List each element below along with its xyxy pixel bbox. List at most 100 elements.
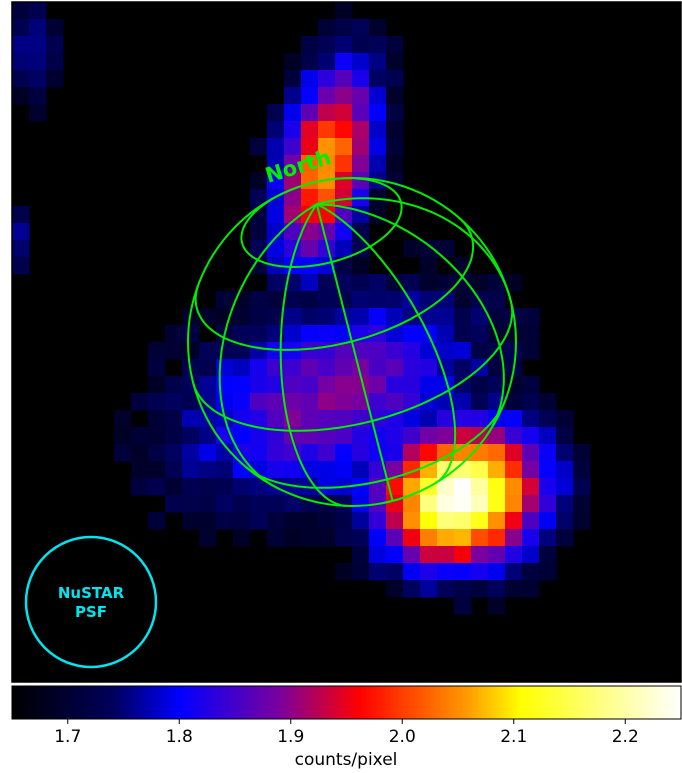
heatmap-pixel <box>556 461 574 479</box>
heatmap-pixel <box>522 529 540 547</box>
heatmap-pixel <box>488 308 506 326</box>
heatmap-pixel <box>301 325 319 343</box>
heatmap-pixel <box>233 478 251 496</box>
psf-label-line2: PSF <box>75 603 107 621</box>
heatmap-pixel <box>301 461 319 479</box>
heatmap-pixel <box>335 393 353 411</box>
heatmap-pixel <box>301 444 319 462</box>
globe-longitude-line <box>316 203 457 485</box>
globe-longitude-line <box>218 203 318 490</box>
heatmap-pixel <box>437 529 455 547</box>
heatmap-pixel <box>471 512 489 530</box>
heatmap-pixel <box>233 461 251 479</box>
heatmap-pixel <box>335 410 353 428</box>
heatmap-pixel <box>522 308 540 326</box>
heatmap-pixel <box>352 155 370 173</box>
heatmap-pixel <box>352 19 370 37</box>
colorbar-tick-label: 1.9 <box>277 727 304 747</box>
heatmap-pixel <box>284 87 302 105</box>
heatmap-pixel <box>301 342 319 360</box>
heatmap-pixel <box>335 240 353 258</box>
heatmap-pixel <box>369 104 387 122</box>
heatmap-pixel <box>284 121 302 139</box>
heatmap-pixel <box>46 53 64 71</box>
heatmap-pixel <box>165 325 183 343</box>
heatmap-pixel <box>318 155 336 173</box>
heatmap-pixel <box>199 393 217 411</box>
heatmap-pixel <box>505 529 523 547</box>
colorbar-tick-label: 2.2 <box>612 727 639 747</box>
heatmap-pixel <box>12 87 30 105</box>
heatmap-pixel <box>131 461 149 479</box>
heatmap-pixel <box>233 495 251 513</box>
heatmap-pixel <box>369 36 387 54</box>
heatmap-pixel <box>165 461 183 479</box>
heatmap-pixel <box>352 461 370 479</box>
heatmap-pixel <box>352 223 370 241</box>
heatmap-pixel <box>352 121 370 139</box>
heatmap-pixel <box>488 359 506 377</box>
heatmap-pixel <box>454 410 472 428</box>
heatmap-pixel <box>301 155 319 173</box>
heatmap-pixel <box>267 223 285 241</box>
heatmap-pixel <box>335 70 353 88</box>
heatmap-pixel <box>471 444 489 462</box>
heatmap-pixel <box>471 461 489 479</box>
heatmap-pixel <box>539 512 557 530</box>
heatmap-pixel <box>301 223 319 241</box>
heatmap-pixel <box>250 291 268 309</box>
heatmap-pixel <box>386 546 404 564</box>
heatmap-pixel <box>335 359 353 377</box>
heatmap-pixel <box>250 495 268 513</box>
heatmap-pixel <box>437 274 455 292</box>
heatmap-pixel <box>505 274 523 292</box>
heatmap-pixel <box>182 427 200 445</box>
heatmap-pixel <box>403 308 421 326</box>
heatmap-pixel <box>267 274 285 292</box>
heatmap-pixel <box>522 512 540 530</box>
heatmap-pixel <box>352 36 370 54</box>
heatmap-pixel <box>369 70 387 88</box>
heatmap-pixel <box>573 512 591 530</box>
heatmap-pixel <box>454 461 472 479</box>
heatmap-pixel <box>284 325 302 343</box>
heatmap-pixel <box>539 529 557 547</box>
heatmap-pixel <box>403 546 421 564</box>
heatmap-pixel <box>318 138 336 156</box>
heatmap-pixel <box>352 87 370 105</box>
heatmap-pixel <box>403 240 421 258</box>
heatmap-pixel <box>556 478 574 496</box>
heatmap-pixel <box>318 121 336 139</box>
heatmap-pixel <box>165 410 183 428</box>
heatmap-pixel <box>454 478 472 496</box>
heatmap-pixel <box>301 240 319 258</box>
heatmap-pixel <box>267 529 285 547</box>
heatmap-pixel <box>318 291 336 309</box>
psf-marker: NuSTAR PSF <box>24 535 158 669</box>
heatmap-pixel <box>301 189 319 207</box>
heatmap-pixel <box>403 512 421 530</box>
heatmap-pixel <box>386 121 404 139</box>
heatmap-pixel <box>284 495 302 513</box>
heatmap-pixel <box>267 206 285 224</box>
heatmap-pixel <box>284 461 302 479</box>
heatmap-pixel <box>301 512 319 530</box>
heatmap-pixel <box>573 444 591 462</box>
heatmap-pixel <box>301 359 319 377</box>
heatmap-pixel <box>403 274 421 292</box>
heatmap-pixel <box>403 359 421 377</box>
heatmap-pixel <box>301 138 319 156</box>
heatmap-pixel <box>284 393 302 411</box>
heatmap-pixel <box>284 478 302 496</box>
heatmap-pixel <box>318 427 336 445</box>
heatmap-pixel <box>573 495 591 513</box>
heatmap-pixel <box>216 478 234 496</box>
heatmap-pixel <box>131 444 149 462</box>
heatmap-pixel <box>522 376 540 394</box>
heatmap-pixel <box>369 138 387 156</box>
heatmap-pixel <box>386 155 404 173</box>
heatmap-pixel <box>318 444 336 462</box>
colorbar-gradient <box>11 685 682 720</box>
heatmap-pixel <box>335 257 353 275</box>
heatmap-pixel <box>12 53 30 71</box>
